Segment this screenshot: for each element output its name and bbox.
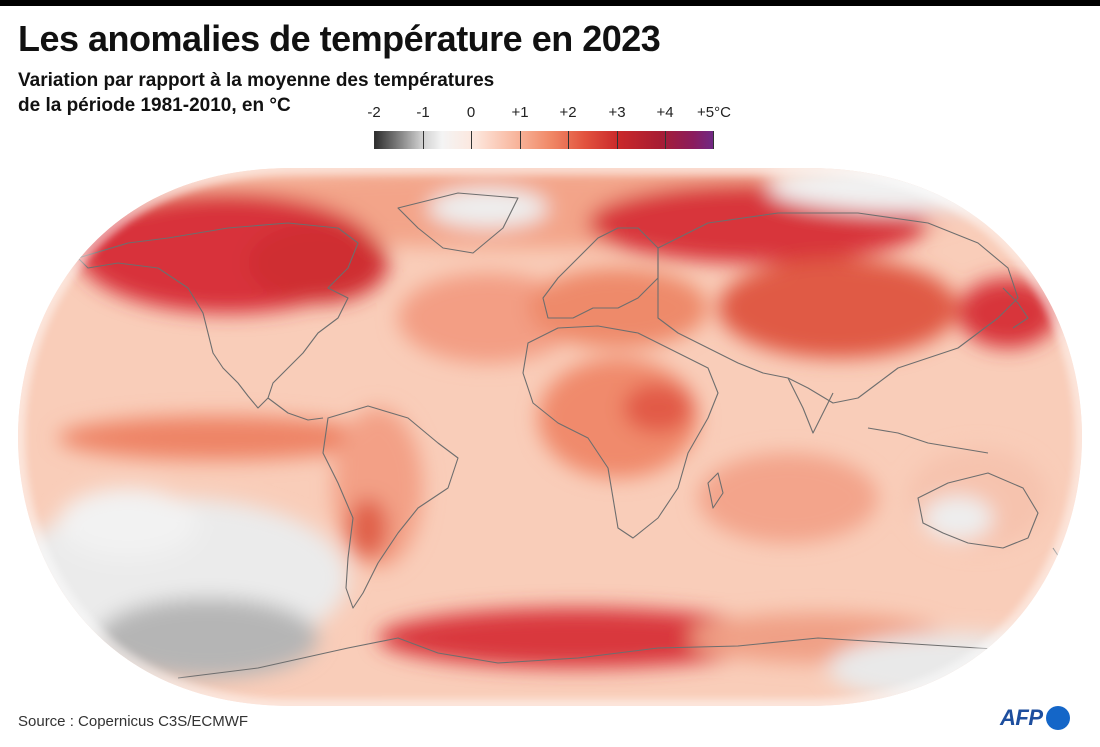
map-globe: [18, 168, 1082, 706]
chart-subtitle: Variation par rapport à la moyenne des t…: [18, 68, 494, 118]
top-rule: [0, 0, 1100, 6]
africa-coast: [522, 325, 719, 539]
legend-label-0: 0: [466, 104, 476, 121]
legend-label-plus-5: +5°C: [697, 104, 731, 121]
legend-tick: [520, 131, 521, 149]
legend-tick: [617, 131, 618, 149]
legend-label-minus-1: -1: [416, 104, 430, 121]
subtitle-line-1: Variation par rapport à la moyenne des t…: [18, 70, 495, 91]
asia-coast: [657, 212, 1019, 404]
north-america-coast: [77, 222, 359, 409]
japan-coast: [1002, 287, 1029, 329]
south-america-coast: [322, 405, 459, 609]
legend-label-plus-2: +2: [559, 104, 577, 121]
legend-label-plus-3: +3: [608, 104, 626, 121]
legend-tick: [568, 131, 569, 149]
greenland-coast: [397, 192, 519, 254]
legend-color-bar: [374, 131, 714, 149]
india-coast: [787, 377, 834, 434]
legend-label-plus-4: +4: [656, 104, 674, 121]
indonesia-coast: [867, 427, 989, 454]
legend-tick: [374, 131, 375, 149]
subtitle-line-2: de la période 1981-2010, en °C: [18, 95, 291, 116]
australia-coast: [917, 472, 1039, 549]
legend-tick: [713, 131, 714, 149]
color-legend: -2 -1 0 +1 +2 +3 +4 +5°C: [355, 100, 735, 152]
antarctica-coast: [177, 637, 1059, 679]
legend-tick: [423, 131, 424, 149]
legend-label-minus-2: -2: [367, 104, 381, 121]
chart-title: Les anomalies de température en 2023: [18, 18, 661, 59]
legend-tick: [471, 131, 472, 149]
afp-logo-dot: [1045, 706, 1070, 730]
source-credit: Source : Copernicus C3S/ECMWF: [18, 713, 249, 730]
legend-tick: [665, 131, 666, 149]
coastlines: [77, 192, 1064, 679]
madagascar-coast: [707, 472, 724, 509]
afp-logo-text: AFP: [1000, 705, 1043, 730]
world-anomaly-map: [18, 168, 1082, 706]
central-america-coast: [267, 397, 324, 421]
afp-logo: AFP: [1000, 703, 1070, 733]
legend-label-plus-1: +1: [511, 104, 529, 121]
